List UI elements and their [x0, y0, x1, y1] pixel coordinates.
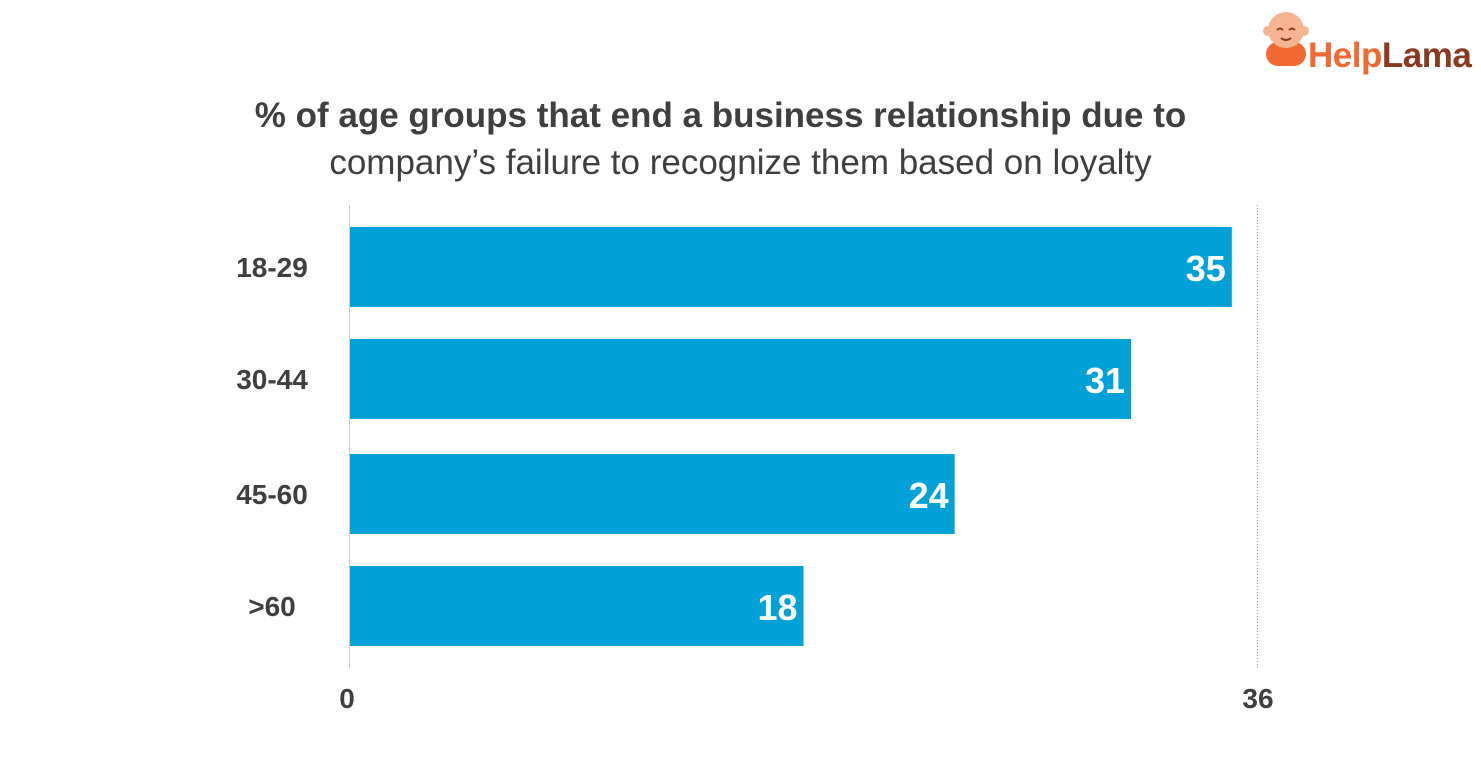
- bar-1: [350, 227, 1232, 307]
- category-label: 45-60: [236, 479, 308, 510]
- bar-value-label: 18: [757, 587, 797, 628]
- bar-value-label: 31: [1085, 360, 1125, 401]
- bar-value-label: 24: [909, 475, 949, 516]
- monk-mascot-icon: [1263, 12, 1309, 66]
- x-tick-label: 36: [1242, 683, 1273, 714]
- chart-title: % of age groups that end a business rela…: [0, 92, 1481, 186]
- category-label: 30-44: [236, 364, 308, 395]
- logo-text-help: Help: [1308, 36, 1382, 75]
- chart-title-line-2: company’s failure to recognize them base…: [329, 143, 1152, 182]
- helplama-logo[interactable]: HelpLama: [1258, 8, 1473, 78]
- logo-text-lama: Lama: [1381, 36, 1472, 75]
- logo-wordmark: HelpLama: [1308, 36, 1472, 76]
- x-tick-label: 0: [339, 683, 355, 714]
- bar-4: [350, 566, 804, 646]
- bar-2: [350, 339, 1132, 419]
- x-axis-ticks: 0 36: [339, 683, 1273, 714]
- bar-value-label: 35: [1186, 248, 1226, 289]
- category-label: 18-29: [236, 252, 308, 283]
- category-labels: 18-29 30-44 45-60 >60: [236, 252, 308, 622]
- bars-group: 35 31 24 18: [350, 227, 1232, 646]
- chart-title-line-1: % of age groups that end a business rela…: [254, 96, 1187, 135]
- category-label: >60: [248, 591, 296, 622]
- bar-3: [350, 454, 955, 534]
